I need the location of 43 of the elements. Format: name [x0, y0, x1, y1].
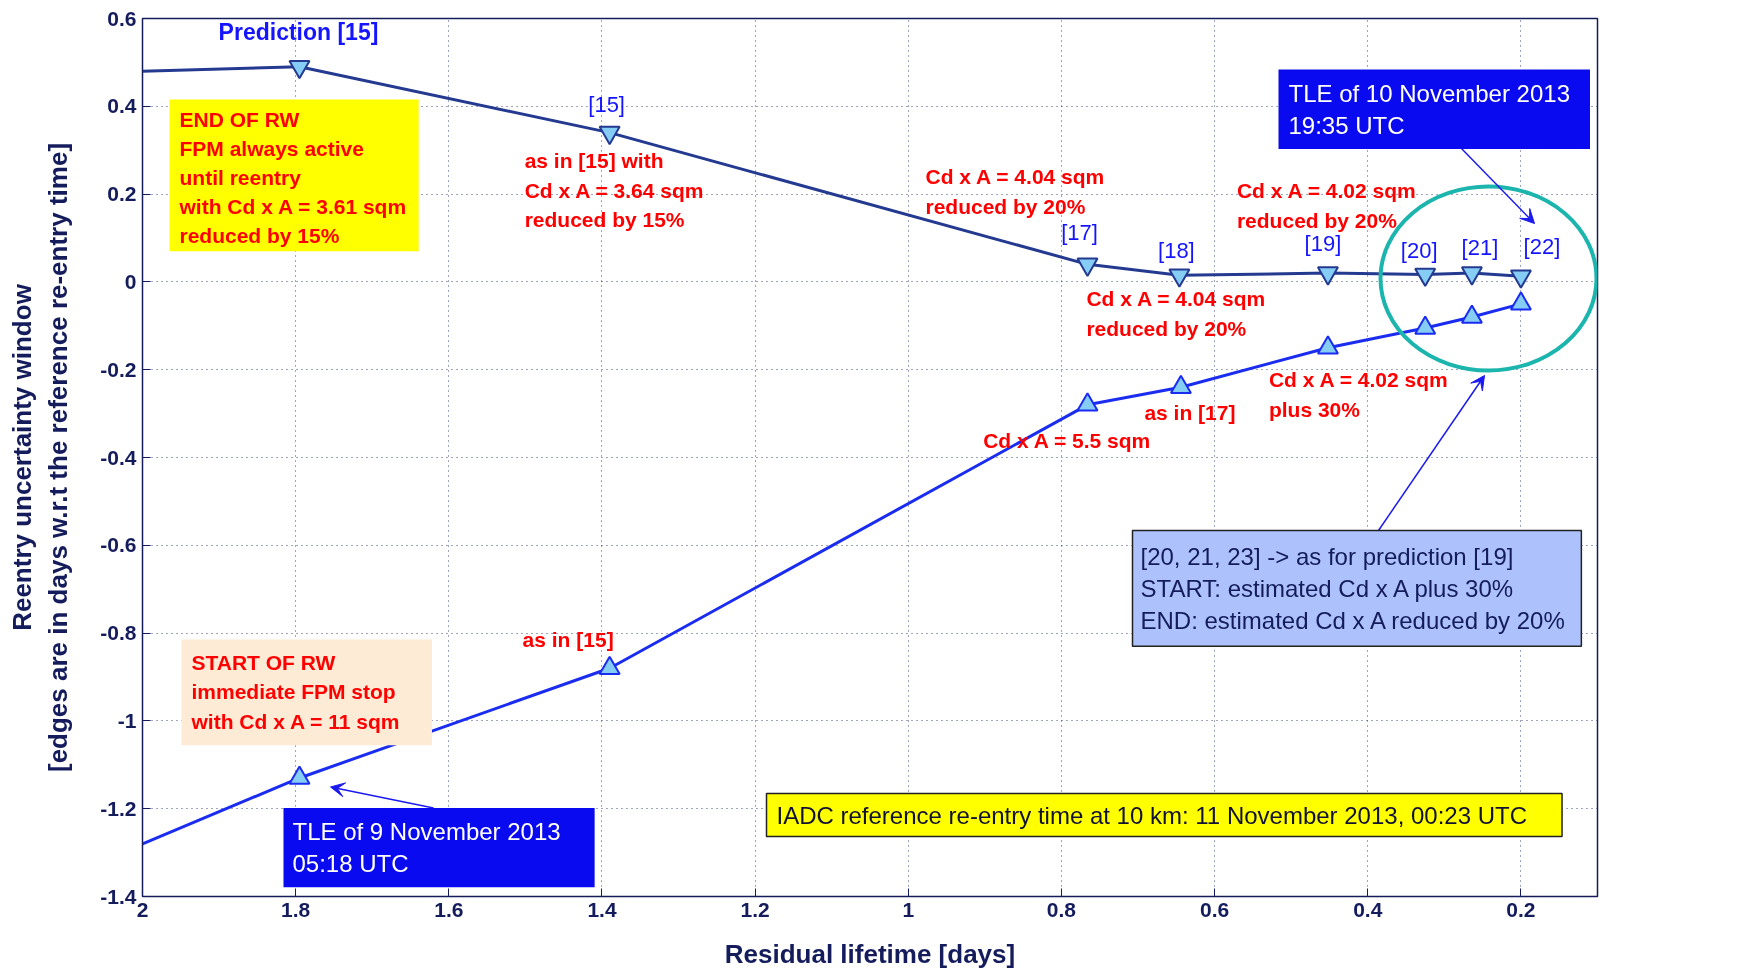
- annotation: [21]: [1461, 234, 1499, 260]
- x-tick-label: 1: [902, 897, 915, 921]
- annotation: as in [15]: [522, 627, 614, 651]
- y-axis-title: Reentry uncertainty window [edges are in days w.r.t the reference re-entry time]: [7, 142, 74, 773]
- x-axis-title: Residual lifetime [days]: [724, 938, 1016, 969]
- annotation: Cd x A = 4.02 sqm plus 30%: [1268, 367, 1448, 421]
- y-tick-label: 0: [124, 269, 137, 293]
- y-tick-label: 0.4: [107, 94, 137, 118]
- annotation: END OF RW FPM always active until reentry with Cd x A = 3.61 sqm reduced by 15%: [178, 107, 407, 248]
- y-tick-label: 0.2: [107, 182, 137, 206]
- y-tick-label: 0.6: [107, 6, 137, 30]
- annotation: TLE of 10 November 2013 19:35 UTC: [1288, 79, 1570, 139]
- x-tick-label: 0.2: [1506, 897, 1536, 921]
- y-tick-label: -0.8: [100, 621, 137, 645]
- annotation: TLE of 9 November 2013 05:18 UTC: [292, 817, 561, 878]
- annotation: [20, 21, 23] -> as for prediction [19] START: estimated Cd x A plus 30% END: estimated Cd x A reduced by 20%: [1140, 542, 1565, 635]
- x-tick-label: 1.6: [434, 897, 464, 921]
- annotation: Cd x A = 4.04 sqm reduced by 20%: [925, 165, 1105, 219]
- y-tick-label: -0.6: [100, 533, 137, 557]
- y-tick-label: -1.2: [100, 796, 137, 820]
- x-tick-label: 1.8: [281, 897, 311, 921]
- annotation: [15]: [588, 92, 625, 118]
- annotation: [18]: [1158, 237, 1195, 263]
- annotation: as in [15] with Cd x A = 3.64 sqm reduced by 15%: [524, 148, 704, 232]
- x-tick-label: 1.2: [740, 897, 770, 921]
- annotation: [17]: [1061, 219, 1098, 245]
- annotation: Cd x A = 4.04 sqm reduced by 20%: [1086, 287, 1266, 341]
- y-tick-label: -1.4: [100, 884, 137, 908]
- annotation: START OF RW immediate FPM stop with Cd x A = 11 sqm: [190, 650, 400, 734]
- annotation: [20]: [1400, 237, 1438, 263]
- x-tick-label: 0.4: [1353, 897, 1383, 921]
- annotation: Prediction [15]: [218, 18, 379, 45]
- x-tick-label: 0.6: [1200, 897, 1230, 921]
- x-tick-label: 1.4: [587, 897, 617, 921]
- annotation: IADC reference re-entry time at 10 km: 11 November 2013, 00:23 UTC: [776, 801, 1528, 829]
- annotation: Cd x A = 4.02 sqm reduced by 20%: [1236, 179, 1416, 233]
- x-tick-label: 0.8: [1046, 897, 1077, 921]
- annotation: as in [17]: [1144, 400, 1236, 424]
- y-tick-label: -0.2: [100, 357, 137, 381]
- y-tick-label: -1: [117, 708, 137, 732]
- x-tick-label: 2: [136, 897, 149, 921]
- annotation: [22]: [1523, 233, 1561, 259]
- y-tick-label: -0.4: [100, 445, 137, 469]
